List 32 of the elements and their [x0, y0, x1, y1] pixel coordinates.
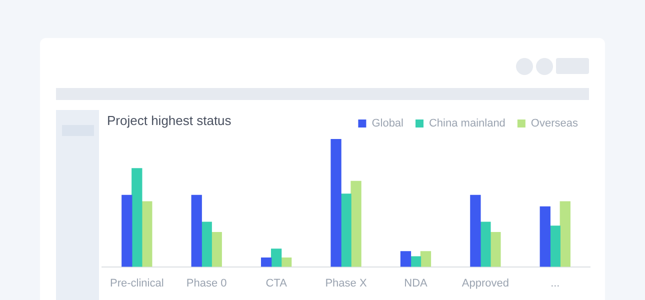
x-tick-label: ... [550, 277, 560, 290]
bar [132, 168, 142, 267]
bar [260, 258, 272, 267]
legend-label: Global [372, 118, 404, 130]
x-tick-label: Pre-clinical [110, 277, 164, 290]
bar [142, 201, 152, 267]
bar [122, 194, 132, 267]
x-tick-label: Phase 0 [186, 277, 227, 290]
bar [490, 232, 501, 267]
bar [560, 201, 570, 267]
bar [191, 194, 202, 267]
bar [480, 222, 491, 267]
bar [550, 226, 560, 267]
chart-title: Project highest status [107, 113, 232, 128]
bar [420, 251, 432, 267]
x-tick-label: Approved [462, 277, 509, 290]
legend-label: China mainland [428, 118, 506, 130]
bar [540, 206, 550, 267]
bar [211, 232, 222, 267]
bar [340, 194, 352, 267]
bar [410, 256, 422, 267]
x-tick-label: CTA [266, 277, 288, 290]
bar [330, 139, 342, 267]
bar [201, 222, 212, 267]
bar [350, 180, 362, 267]
bar [470, 194, 481, 267]
x-tick-label: Phase X [325, 277, 368, 290]
bar [400, 251, 412, 267]
x-tick-label: NDA [404, 277, 428, 290]
bar [270, 248, 282, 267]
bar [280, 258, 292, 267]
legend-label: Overseas [530, 118, 578, 130]
